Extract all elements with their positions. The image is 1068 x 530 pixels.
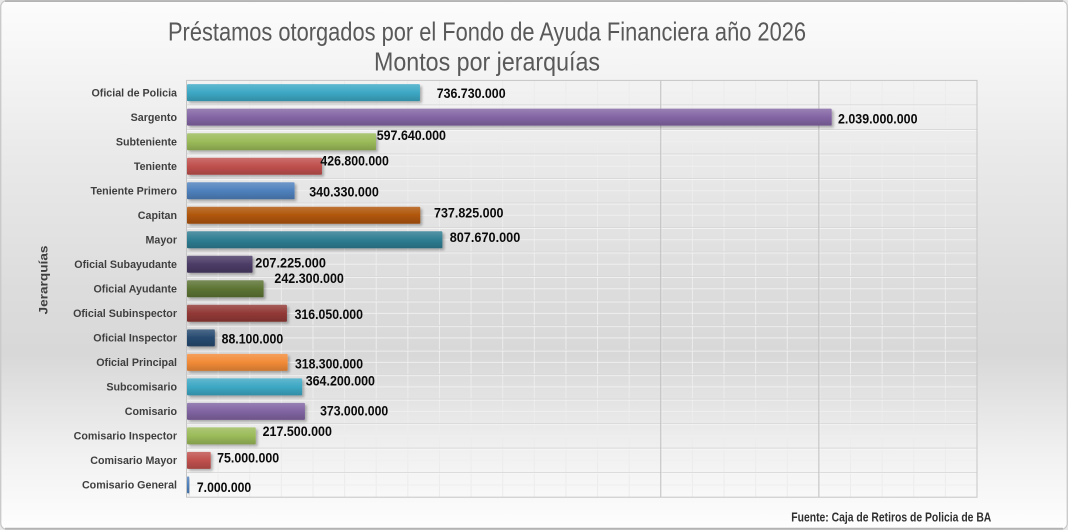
svg-text:316.050.000: 316.050.000 xyxy=(295,307,364,322)
svg-text:Oficial Subayudante: Oficial Subayudante xyxy=(74,259,177,271)
svg-text:Sargento: Sargento xyxy=(131,112,178,124)
svg-text:Oficial Subinspector: Oficial Subinspector xyxy=(73,308,177,320)
svg-text:373.000.000: 373.000.000 xyxy=(320,404,388,419)
svg-text:Oficial Principal: Oficial Principal xyxy=(96,357,177,369)
svg-text:Teniente Primero: Teniente Primero xyxy=(90,186,177,198)
svg-text:737.825.000: 737.825.000 xyxy=(434,205,504,220)
svg-text:Capitan: Capitan xyxy=(138,210,177,222)
svg-text:7.000.000: 7.000.000 xyxy=(197,480,252,495)
svg-text:Montos por jerarquías: Montos por jerarquías xyxy=(374,47,600,77)
svg-text:736.730.000: 736.730.000 xyxy=(437,86,506,101)
svg-text:Préstamos otorgados por el Fon: Préstamos otorgados por el Fondo de Ayud… xyxy=(168,17,806,47)
svg-text:242.300.000: 242.300.000 xyxy=(274,271,344,286)
svg-text:2.039.000.000: 2.039.000.000 xyxy=(838,112,918,127)
svg-text:Jerarquías: Jerarquías xyxy=(39,246,51,315)
svg-text:340.330.000: 340.330.000 xyxy=(309,185,379,200)
svg-text:318.300.000: 318.300.000 xyxy=(295,357,363,372)
svg-text:217.500.000: 217.500.000 xyxy=(263,424,333,439)
svg-text:807.670.000: 807.670.000 xyxy=(450,230,521,245)
svg-text:Mayor: Mayor xyxy=(146,235,177,247)
svg-text:Comisario Inspector: Comisario Inspector xyxy=(74,431,177,443)
svg-text:426.800.000: 426.800.000 xyxy=(320,154,389,169)
svg-text:Oficial de Policia: Oficial de Policia xyxy=(91,87,178,99)
svg-text:597.640.000: 597.640.000 xyxy=(377,128,447,143)
svg-text:75.000.000: 75.000.000 xyxy=(217,450,279,465)
svg-text:364.200.000: 364.200.000 xyxy=(306,374,376,389)
svg-text:Comisario: Comisario xyxy=(125,406,178,418)
svg-text:Fuente: Caja de Retiros de Pol: Fuente: Caja de Retiros de Policia de BA xyxy=(791,511,991,525)
svg-text:Subteniente: Subteniente xyxy=(116,136,177,148)
svg-text:Comisario Mayor: Comisario Mayor xyxy=(90,455,177,467)
svg-text:Comisario General: Comisario General xyxy=(82,480,177,492)
svg-text:Oficial Inspector: Oficial Inspector xyxy=(93,333,177,345)
svg-text:88.100.000: 88.100.000 xyxy=(222,332,284,347)
svg-text:207.225.000: 207.225.000 xyxy=(255,255,326,270)
svg-text:Teniente: Teniente xyxy=(134,161,177,173)
svg-text:Subcomisario: Subcomisario xyxy=(106,382,177,394)
svg-text:Oficial Ayudante: Oficial Ayudante xyxy=(93,284,177,296)
